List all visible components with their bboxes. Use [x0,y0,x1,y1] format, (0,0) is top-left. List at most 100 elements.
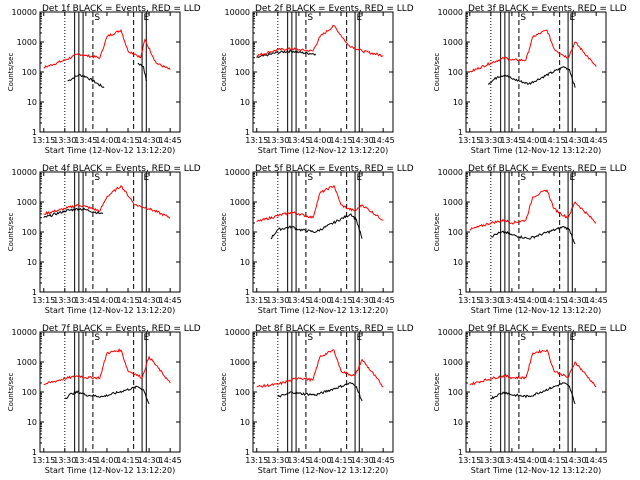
series-line-events [67,73,105,89]
x-tick-label: 14:45 [585,296,608,305]
x-tick-label: 13:45 [500,456,523,465]
x-axis-label: Start Time (12-Nov-12 13:12:20) [471,146,601,155]
x-tick-label: 14:45 [159,136,182,145]
marker-letter-e: E [356,333,362,343]
y-axis-label: Counts/sec [433,373,441,412]
plot-frame [465,11,607,133]
x-tick-label: 13:15 [245,136,268,145]
marker-letter-e: E [569,333,575,343]
y-tick-label: 100 [22,388,37,397]
y-axis-label: Counts/sec [433,53,441,92]
y-tick-label: 1000 [230,358,250,367]
x-tick-label: 14:15 [542,296,565,305]
marker-letter-e: E [143,173,149,183]
plot-frame [39,171,181,293]
y-axis-label: Counts/sec [220,373,228,412]
marker-letter-e: E [569,173,575,183]
panel-det-3: Det 3f BLACK = Events, RED = LLD 1 10 100 10… [433,4,627,155]
x-tick-label: 14:30 [138,296,161,305]
series-line-lld [43,28,171,70]
y-tick-label: 1000 [443,198,463,207]
panel-title: Det 3f BLACK = Events, RED = LLD [468,4,627,14]
x-tick-label: 14:45 [585,456,608,465]
x-tick-label: 14:30 [351,296,374,305]
marker-letter-s: S [520,13,526,23]
series-line-lld [256,184,384,223]
x-tick-label: 14:00 [95,296,118,305]
y-tick-label: 1000 [443,38,463,47]
y-tick-label: 10000 [438,168,463,177]
y-tick-label: 100 [235,68,250,77]
panel-title: Det 9f BLACK = Events, RED = LLD [468,324,627,334]
plot-frame [252,11,394,133]
y-tick-label: 100 [448,68,463,77]
x-tick-label: 14:00 [521,296,544,305]
x-tick-label: 13:30 [479,296,502,305]
x-tick-label: 13:45 [287,296,310,305]
x-tick-label: 14:00 [95,456,118,465]
y-tick-label: 10 [240,98,250,107]
series-line-events [277,382,363,402]
y-tick-label: 100 [448,388,463,397]
y-tick-label: 10000 [225,8,250,17]
y-tick-label: 10000 [438,8,463,17]
plot-frame [39,11,181,133]
y-axis-label: Counts/sec [220,53,228,92]
marker-letter-s: S [307,333,313,343]
x-tick-label: 14:30 [138,456,161,465]
x-axis-label: Start Time (12-Nov-12 13:12:20) [45,146,175,155]
x-tick-label: 13:15 [458,456,481,465]
panel-det-4: Det 4f BLACK = Events, RED = LLD 1 10 100 10… [7,164,201,315]
x-tick-label: 13:45 [287,136,310,145]
marker-letter-s: S [520,173,526,183]
y-tick-label: 10 [240,418,250,427]
y-tick-label: 10000 [12,168,37,177]
y-axis-label: Counts/sec [220,213,228,252]
x-tick-label: 13:30 [53,456,76,465]
x-tick-label: 14:45 [372,296,395,305]
x-tick-label: 14:45 [585,136,608,145]
series-line-lld [469,188,597,231]
panel-det-2: Det 2f BLACK = Events, RED = LLD 1 10 100 10… [220,4,414,155]
series-line-events [137,62,147,82]
x-tick-label: 13:15 [32,136,55,145]
series-line-lld [43,184,171,219]
y-axis-label: Counts/sec [433,213,441,252]
marker-letter-e: E [143,13,149,23]
panel-det-7: Det 7f BLACK = Events, RED = LLD 1 10 100 10… [7,324,201,475]
y-tick-label: 1 [32,448,37,457]
y-tick-label: 1 [32,128,37,137]
x-tick-label: 14:30 [564,456,587,465]
y-tick-label: 1 [458,288,463,297]
x-axis-label: Start Time (12-Nov-12 13:12:20) [258,466,388,475]
x-tick-label: 13:30 [53,296,76,305]
y-tick-label: 10000 [12,328,37,337]
marker-letter-e: E [356,13,362,23]
y-tick-label: 10 [453,98,463,107]
x-tick-label: 14:45 [372,136,395,145]
x-tick-label: 14:00 [308,296,331,305]
panel-title: Det 6f BLACK = Events, RED = LLD [468,164,627,174]
y-tick-label: 10000 [225,168,250,177]
x-tick-label: 13:45 [74,456,97,465]
x-tick-label: 13:15 [32,296,55,305]
x-tick-label: 14:15 [329,296,352,305]
x-tick-label: 13:30 [266,136,289,145]
y-tick-label: 100 [235,388,250,397]
x-tick-label: 13:15 [32,456,55,465]
y-tick-label: 1 [458,448,463,457]
panel-title: Det 5f BLACK = Events, RED = LLD [255,164,414,174]
x-axis-label: Start Time (12-Nov-12 13:12:20) [45,466,175,475]
x-tick-label: 13:45 [74,136,97,145]
panel-det-8: Det 8f BLACK = Events, RED = LLD 1 10 100 10… [220,324,414,475]
panel-det-9: Det 9f BLACK = Events, RED = LLD 1 10 100 10… [433,324,627,475]
marker-letter-e: E [356,173,362,183]
x-tick-label: 14:15 [329,456,352,465]
x-tick-label: 14:15 [542,456,565,465]
marker-letter-s: S [307,13,313,23]
panel-title: Det 8f BLACK = Events, RED = LLD [255,324,414,334]
marker-letter-s: S [94,333,100,343]
x-tick-label: 14:30 [351,456,374,465]
y-tick-label: 10 [27,418,37,427]
